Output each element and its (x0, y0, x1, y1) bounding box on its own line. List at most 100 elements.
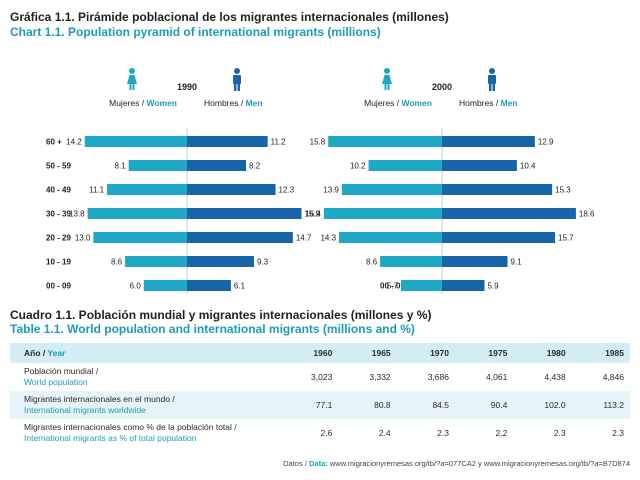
source-label: Data: (309, 459, 328, 468)
value-label-men: 14.7 (296, 234, 312, 243)
age-group-label: 00 - 09 (380, 282, 405, 291)
source-text: www.migracionyremesas.org/tb/?a=077CA2 y… (329, 459, 630, 468)
table-row-migrants: Migrantes internacionales en el mundo / I… (10, 391, 630, 419)
value-label-men: 9.3 (257, 258, 269, 267)
year-label-es: Año / (24, 348, 46, 358)
bar-men (442, 280, 485, 291)
year-col-1960: 1960 (280, 343, 339, 363)
table-cell: 2.4 (378, 427, 391, 438)
male-icon-leg (489, 84, 492, 91)
row-label-es: Población mundial / (24, 366, 99, 376)
value-label-women: 8.1 (115, 162, 127, 171)
female-icon-leg (132, 84, 135, 90)
value-label-women: 13.8 (69, 210, 85, 219)
men-label: Hombres / Men (204, 98, 263, 108)
bar-women (323, 208, 442, 219)
table-cell: 4,061 (486, 371, 508, 382)
value-label-men: 18.6 (579, 210, 595, 219)
bar-men (442, 136, 535, 147)
bar-men (442, 184, 553, 195)
table-cell: 113.2 (571, 391, 630, 419)
female-icon-dress (127, 75, 137, 84)
bar-women (87, 208, 187, 219)
table-cell: 84.5 (396, 391, 455, 419)
value-label-men: 15.3 (555, 186, 571, 195)
table-cell: 3,332 (369, 371, 391, 382)
women-label-en: Women (146, 98, 177, 108)
age-group-label: 60 + (46, 138, 62, 147)
bar-women (125, 256, 187, 267)
male-icon-head (489, 68, 495, 74)
source-prefix: Datos / (283, 459, 307, 468)
bar-women (380, 256, 442, 267)
female-icon-leg (384, 84, 387, 90)
table-cell: 2.6 (320, 427, 333, 438)
value-label-men: 15.9 (304, 210, 320, 219)
row-label: Población mundial / World population (10, 363, 280, 391)
bar-men (187, 280, 231, 291)
bar-men (187, 232, 293, 243)
bar-women (84, 136, 187, 147)
source-note: Datos / Data: www.migracionyremesas.org/… (283, 459, 630, 468)
age-group-label: 40 - 49 (46, 186, 71, 195)
value-label-men: 8.2 (249, 162, 261, 171)
year-col-1970: 1970 (396, 343, 455, 363)
value-label-women: 10.2 (350, 162, 366, 171)
year-header: Año / Year (10, 343, 280, 363)
age-group-label: 50 - 59 (46, 162, 71, 171)
male-icon-leg (492, 84, 495, 91)
men-label-es: Hombres / (459, 98, 501, 108)
table-title-es: Cuadro 1.1. Población mundial y migrante… (10, 308, 432, 322)
bar-men (442, 232, 556, 243)
table-title-en: Table 1.1. World population and internat… (10, 322, 415, 336)
age-group-label: 30 - 39 (46, 210, 71, 219)
bar-men (187, 136, 268, 147)
bar-men (187, 160, 247, 171)
bar-women (128, 160, 187, 171)
year-col-1980: 1980 (513, 343, 572, 363)
value-label-women: 14.2 (66, 138, 82, 147)
women-label: Mujeres / Women (109, 98, 177, 108)
table-cell: 102.0 (513, 391, 572, 419)
table-cell: 3,686 (427, 371, 449, 382)
year-col-1975: 1975 (454, 343, 514, 363)
table-row-world-population: Población mundial / World population 3,02… (10, 363, 630, 391)
men-label: Hombres / Men (459, 98, 518, 108)
value-label-women: 16.4 (305, 210, 321, 219)
row-label-es: Migrantes internacionales en el mundo / (24, 394, 175, 404)
male-icon-torso (233, 75, 241, 84)
pyramid-year-title: 2000 (432, 82, 452, 92)
table-row-migrants-percent: Migrantes internacionales como % de la p… (10, 419, 630, 447)
value-label-women: 6.0 (130, 282, 142, 291)
women-label: Mujeres / Women (364, 98, 432, 108)
value-label-men: 11.2 (271, 138, 287, 147)
chart-title-en: Chart 1.1. Population pyramid of interna… (10, 25, 381, 39)
value-label-men: 6.1 (234, 282, 246, 291)
age-group-label: 10 - 19 (46, 258, 71, 267)
female-icon (382, 68, 392, 90)
value-label-women: 14.3 (320, 234, 336, 243)
value-label-women: 15.8 (310, 138, 326, 147)
year-col-1965: 1965 (338, 343, 397, 363)
table-cell: 2.2 (495, 427, 508, 438)
male-icon-torso (488, 75, 496, 84)
table-header-row: Año / Year 1960 1965 1970 1975 1980 1985 (10, 343, 630, 363)
bar-women (341, 184, 442, 195)
male-icon (488, 68, 496, 91)
bar-women (400, 280, 442, 291)
table-cell: 4,846 (602, 371, 624, 382)
bar-women (143, 280, 187, 291)
value-label-women: 8.6 (366, 258, 378, 267)
women-label-es: Mujeres / (364, 98, 401, 108)
table-cell: 2.3 (612, 427, 624, 438)
population-table: Año / Year 1960 1965 1970 1975 1980 1985… (10, 343, 630, 447)
age-group-label: 00 - 09 (46, 282, 71, 291)
value-label-men: 12.3 (279, 186, 295, 195)
men-label-en: Men (246, 98, 263, 108)
value-label-women: 13.0 (75, 234, 91, 243)
women-label-en: Women (401, 98, 432, 108)
female-icon (127, 68, 137, 90)
